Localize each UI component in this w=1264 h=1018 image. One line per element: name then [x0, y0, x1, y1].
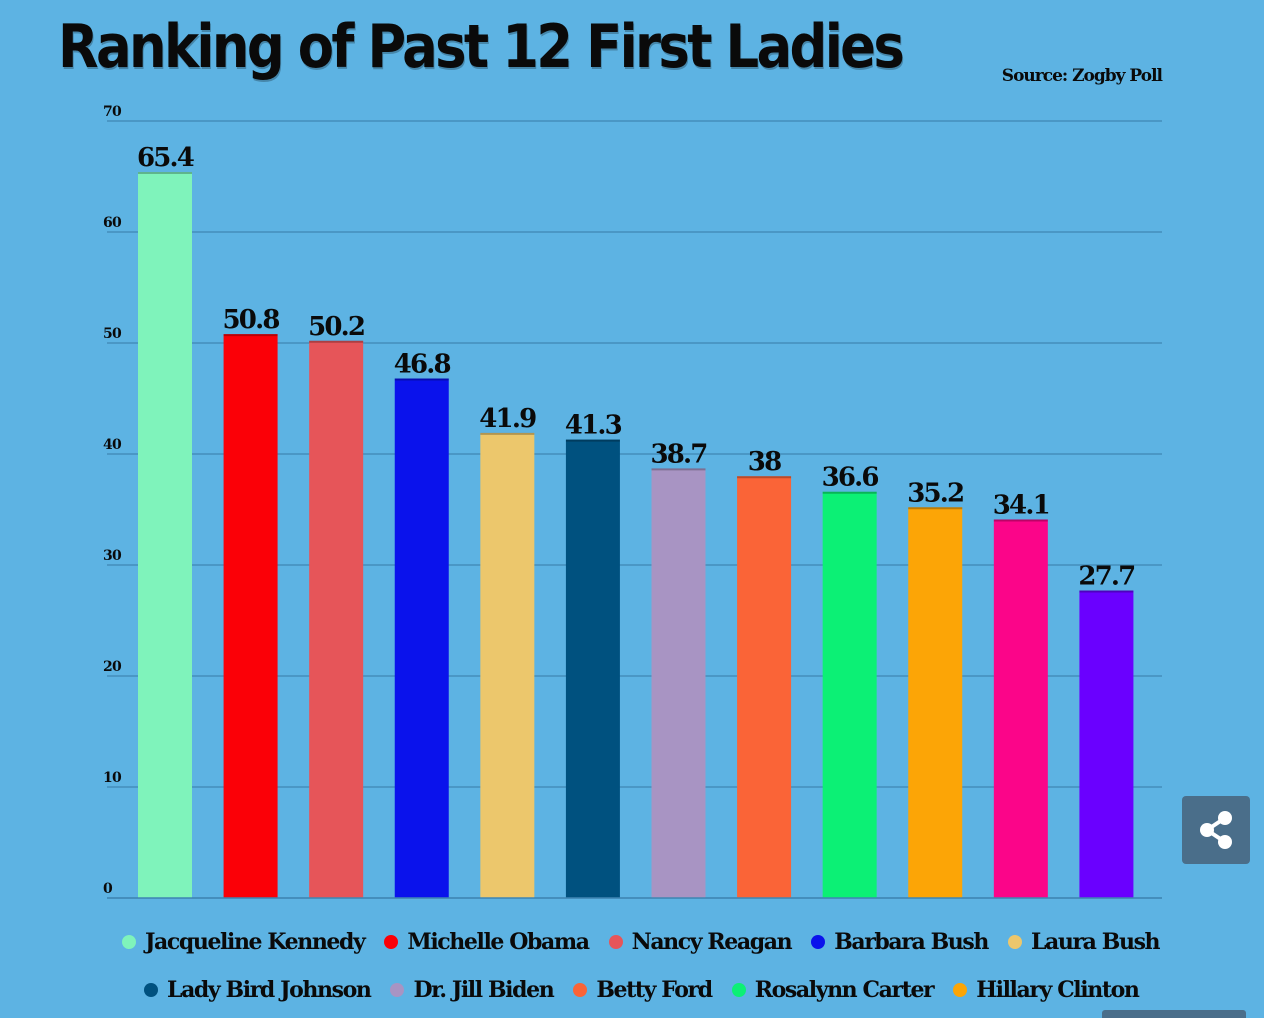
- bar: [394, 378, 449, 898]
- legend-label: Lady Bird Johnson: [167, 977, 372, 1003]
- bottom-tab[interactable]: [1102, 1010, 1246, 1018]
- bar: [1079, 590, 1134, 898]
- bar-value-label: 50.2: [308, 312, 364, 342]
- bar: [737, 476, 792, 898]
- legend-item: Rosalynn Carter: [731, 977, 935, 1003]
- y-tick-label: 20: [103, 659, 122, 675]
- legend-swatch: [144, 983, 158, 997]
- legend-swatch: [811, 935, 826, 949]
- chart-legend: Jacqueline Kennedy Michelle Obama Nancy Re…: [0, 918, 1200, 1014]
- bar: [822, 491, 877, 898]
- bar: [908, 507, 963, 898]
- bar: [138, 172, 192, 898]
- legend-label: Jacqueline Kennedy: [145, 929, 366, 955]
- y-tick-label: 30: [103, 548, 122, 564]
- legend-row-1: Jacqueline Kennedy Michelle Obama Nancy Re…: [0, 918, 1200, 966]
- bar-chart: 0 10 20 30 40 50 60 70 65.4 50.8 50.2 46.8 41.9 41.3 3…: [103, 104, 1162, 899]
- y-tick-label: 0: [103, 881, 113, 897]
- share-icon: [1200, 811, 1232, 849]
- bar-value-label: 46.8: [394, 350, 451, 380]
- legend-item: Michelle Obama: [384, 929, 590, 955]
- legend-item: Betty Ford: [573, 977, 713, 1003]
- legend-label: Hillary Clinton: [976, 977, 1140, 1003]
- legend-label: Barbara Bush: [834, 929, 989, 955]
- page-title: Ranking of Past 12 First Ladies: [58, 12, 905, 82]
- legend-label: Rosalynn Carter: [754, 977, 935, 1003]
- legend-swatch: [573, 983, 588, 997]
- bar: [651, 468, 706, 898]
- legend-row-2: Lady Bird Johnson Dr. Jill Biden Betty For…: [0, 966, 1200, 1014]
- legend-swatch: [384, 935, 399, 949]
- legend-item: Laura Bush: [1007, 929, 1161, 955]
- bar-value-label: 38: [748, 447, 781, 477]
- legend-swatch: [953, 983, 968, 997]
- legend-swatch: [390, 983, 405, 997]
- bar-value-label: 38.7: [650, 439, 706, 469]
- legend-item: Nancy Reagan: [608, 929, 793, 955]
- y-tick-label: 70: [103, 104, 122, 120]
- legend-label: Michelle Obama: [407, 929, 590, 955]
- bar-value-label: 41.3: [565, 411, 622, 441]
- legend-swatch: [1007, 935, 1022, 949]
- legend-label: Nancy Reagan: [631, 929, 793, 955]
- source-note: Source: Zogby Poll: [1001, 66, 1163, 86]
- legend-label: Laura Bush: [1030, 929, 1161, 955]
- legend-label: Dr. Jill Biden: [413, 977, 554, 1003]
- y-tick-label: 50: [103, 326, 122, 342]
- legend-item: Lady Bird Johnson: [144, 977, 372, 1003]
- legend-label: Betty Ford: [596, 977, 713, 1003]
- y-tick-label: 10: [103, 770, 122, 786]
- legend-swatch: [608, 935, 623, 949]
- bar-value-label: 34.1: [993, 490, 1049, 520]
- bar: [565, 439, 620, 898]
- legend-item: Barbara Bush: [811, 929, 989, 955]
- bar-value-label: 27.7: [1078, 562, 1134, 592]
- share-button[interactable]: [1182, 796, 1250, 864]
- bar: [223, 334, 278, 898]
- bar: [480, 432, 535, 898]
- legend-swatch: [731, 983, 746, 997]
- legend-item: Jacqueline Kennedy: [122, 929, 366, 955]
- legend-item: Dr. Jill Biden: [390, 977, 555, 1003]
- bar: [309, 340, 364, 898]
- bar: [993, 519, 1048, 898]
- bar-value-label: 41.9: [479, 404, 536, 434]
- y-tick-label: 60: [103, 215, 122, 231]
- y-tick-label: 40: [103, 437, 122, 453]
- bar-value-label: 35.2: [907, 478, 963, 508]
- bar-value-label: 65.4: [137, 143, 195, 173]
- legend-item: Hillary Clinton: [953, 977, 1140, 1003]
- bar-value-label: 36.6: [822, 463, 879, 493]
- legend-swatch: [122, 935, 136, 949]
- bar-value-label: 50.8: [223, 305, 280, 335]
